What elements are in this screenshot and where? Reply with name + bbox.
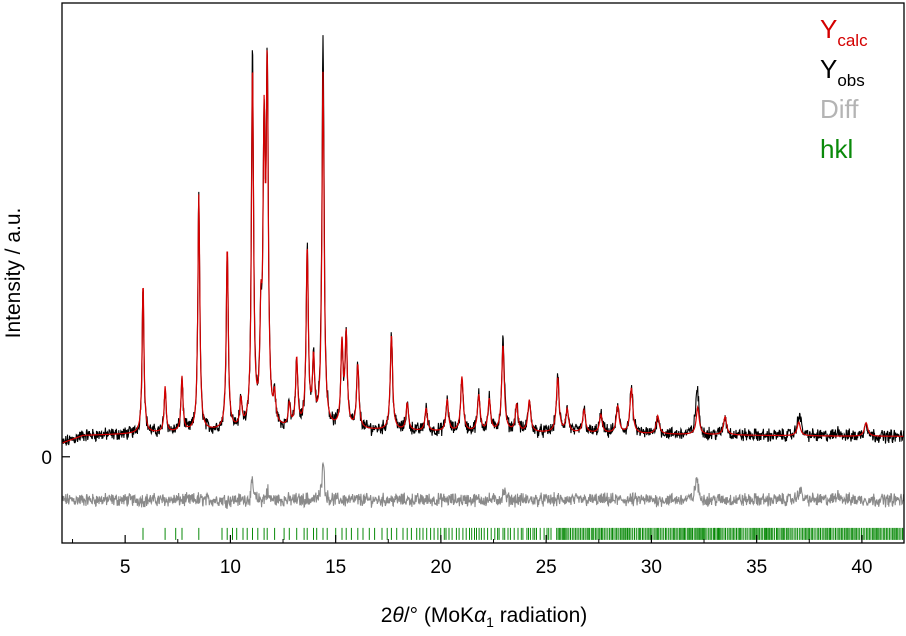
legend-entry: Yobs: [820, 54, 865, 90]
plot-layer: [61, 35, 905, 540]
x-tick-label: 40: [851, 557, 872, 578]
x-tick-label: 5: [120, 557, 131, 578]
legend-entry: Diff: [820, 94, 859, 124]
y-tick-label: 0: [41, 448, 52, 469]
legend-entry: Ycalc: [820, 14, 868, 50]
x-axis-title-sub: 1: [486, 614, 494, 630]
legend: Ycalc Yobs Diff hkl: [820, 14, 868, 164]
x-axis-title: 2θ/° (MoKα1 radiation): [381, 604, 588, 630]
calc-series-line: [61, 50, 904, 444]
x-axis-ticks: 5 10 15 20 25 30 35 40: [72, 535, 872, 578]
x-axis-title-deg: /° (MoK: [404, 604, 474, 627]
x-axis-title-post: radiation): [494, 604, 587, 627]
y-axis-ticks: 0: [41, 448, 70, 469]
x-tick-label: 35: [746, 557, 767, 578]
x-axis-title-pre: 2: [381, 604, 393, 627]
obs-series-line: [61, 35, 905, 446]
x-tick-label: 30: [641, 557, 662, 578]
x-tick-label: 25: [536, 557, 557, 578]
x-tick-label: 10: [220, 557, 241, 578]
x-axis-title-alpha: α: [474, 604, 487, 627]
x-axis-title-theta: θ: [392, 604, 404, 627]
hkl-markers: [142, 527, 905, 540]
y-axis-title: Intensity / a.u.: [2, 208, 25, 339]
diff-series-line: [61, 461, 905, 510]
x-tick-label: 15: [325, 557, 346, 578]
x-tick-label: 20: [430, 557, 451, 578]
plot-frame: [61, 2, 905, 544]
legend-entry: hkl: [820, 134, 853, 164]
